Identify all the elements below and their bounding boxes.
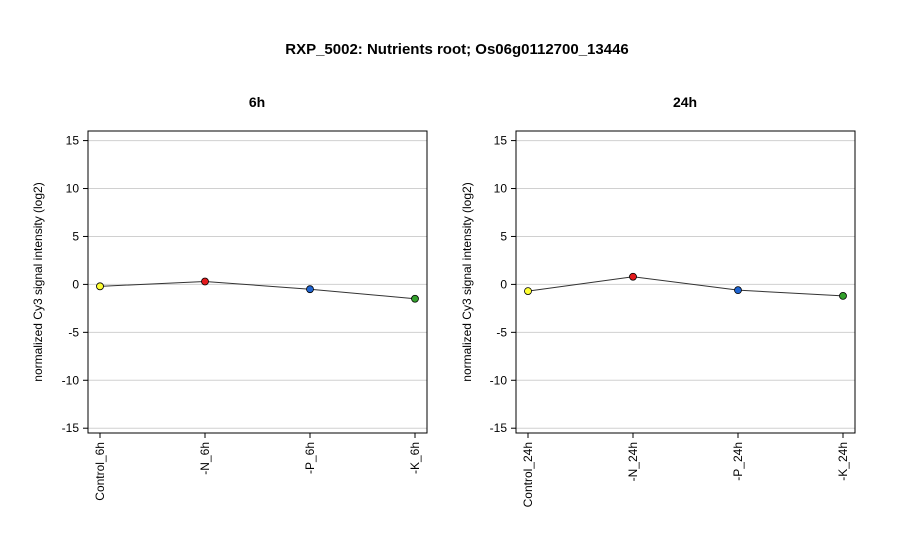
chart-panels: -15 -10 -5 0 5 10 15 Control_6h -N_6h -P_6h -K_6h 6… <box>31 94 856 507</box>
y-tick-label: 10 <box>66 182 80 196</box>
y-tick-label: 0 <box>72 277 79 291</box>
data-point <box>629 272 637 281</box>
x-tick-label: -P_24h <box>731 442 745 481</box>
y-tick-label: -10 <box>490 373 508 387</box>
chart-panel-2: -15 -10 -5 0 5 10 15 Control_24h -N_24h -P_24h -K_… <box>460 94 856 507</box>
y-tick-label: 5 <box>500 229 507 243</box>
plot-frame <box>87 130 428 434</box>
y-axis-label: normalized Cy3 signal intensity (log2) <box>460 182 474 381</box>
y-tick-label: 15 <box>494 134 508 148</box>
y-axis-label: normalized Cy3 signal intensity (log2) <box>31 182 45 381</box>
data-point <box>524 287 532 296</box>
y-tick-label: -5 <box>496 325 507 339</box>
data-point <box>411 294 419 303</box>
y-tick-label: 10 <box>494 182 508 196</box>
x-tick-label: -N_6h <box>198 442 212 475</box>
y-tick-label: 15 <box>66 134 80 148</box>
y-tick-label: 0 <box>500 277 507 291</box>
x-tick-label: -K_24h <box>836 442 850 481</box>
series-line <box>99 281 416 300</box>
panel-title: 24h <box>673 94 697 110</box>
x-tick-label: Control_24h <box>521 442 535 507</box>
data-point <box>839 292 847 300</box>
x-tick-label: -N_24h <box>626 442 640 481</box>
panel-title: 6h <box>249 94 265 110</box>
y-tick-label: -10 <box>62 373 80 387</box>
x-tick-label: Control_6h <box>93 442 107 501</box>
data-point <box>201 277 209 286</box>
data-point <box>306 285 314 294</box>
series-line <box>527 276 844 297</box>
figure-title: RXP_5002: Nutrients root; Os06g0112700_1… <box>285 41 629 58</box>
data-point <box>96 282 104 291</box>
y-tick-label: -5 <box>68 325 79 339</box>
chart-panel-1: -15 -10 -5 0 5 10 15 Control_6h -N_6h -P_6h -K_6h 6… <box>31 94 428 501</box>
data-point <box>734 286 742 295</box>
y-tick-label: -15 <box>490 421 508 435</box>
plot-frame <box>515 130 856 434</box>
y-tick-label: 5 <box>72 229 79 243</box>
y-tick-label: -15 <box>62 421 80 435</box>
x-tick-label: -K_6h <box>408 442 422 474</box>
x-tick-label: -P_6h <box>303 442 317 474</box>
